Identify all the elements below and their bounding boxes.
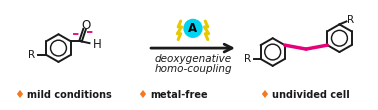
Text: homo-coupling: homo-coupling	[154, 64, 232, 74]
Circle shape	[184, 19, 202, 37]
Text: R: R	[28, 50, 36, 60]
Text: O: O	[81, 19, 90, 32]
Text: ♦: ♦	[14, 91, 24, 100]
Text: ♦: ♦	[137, 91, 147, 100]
Text: undivided cell: undivided cell	[272, 91, 349, 100]
Text: mild conditions: mild conditions	[26, 91, 112, 100]
Text: deoxygenative: deoxygenative	[155, 54, 232, 64]
Text: metal-free: metal-free	[150, 91, 208, 100]
Text: A: A	[188, 22, 198, 35]
Text: H: H	[93, 38, 101, 51]
Text: R: R	[347, 15, 355, 25]
Text: R: R	[243, 54, 251, 64]
Text: ♦: ♦	[259, 91, 269, 100]
